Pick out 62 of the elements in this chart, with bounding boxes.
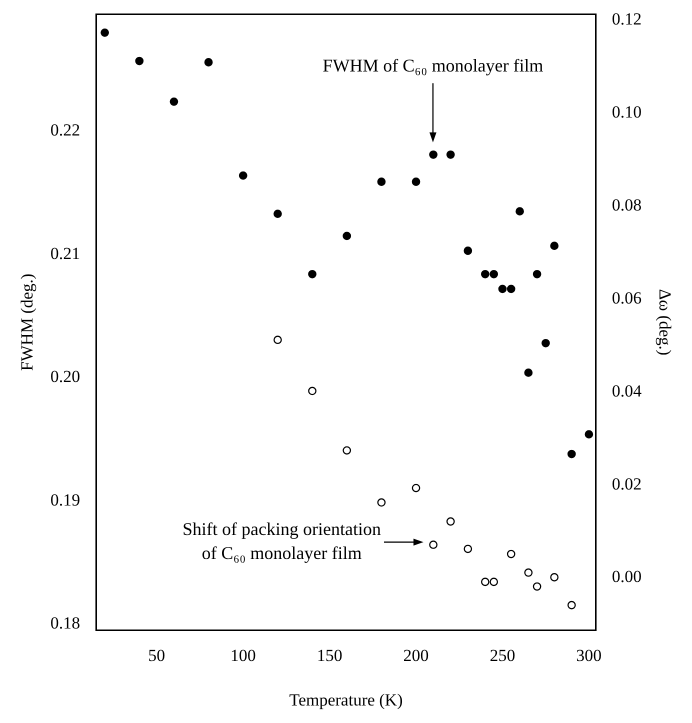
y-axis-title: FWHM (deg.) bbox=[18, 274, 37, 371]
y2-tick-label: 0.08 bbox=[612, 196, 642, 215]
point bbox=[342, 232, 352, 240]
point bbox=[464, 544, 472, 554]
point bbox=[170, 97, 178, 106]
point bbox=[567, 600, 576, 610]
y2-axis-title: Δω (deg.) bbox=[655, 288, 674, 356]
x-tick-label: 50 bbox=[148, 646, 166, 665]
x-tick-label: 200 bbox=[403, 646, 429, 665]
point bbox=[516, 207, 524, 216]
point bbox=[480, 270, 490, 278]
point bbox=[446, 150, 455, 159]
point bbox=[506, 284, 516, 294]
point bbox=[308, 270, 316, 278]
point bbox=[464, 246, 472, 255]
x-tick-label: 150 bbox=[316, 646, 342, 665]
point bbox=[308, 386, 316, 396]
point bbox=[238, 171, 248, 180]
y-tick-label: 0.18 bbox=[50, 614, 80, 633]
point bbox=[506, 550, 516, 558]
x-tick-label: 300 bbox=[576, 646, 602, 665]
point bbox=[446, 517, 455, 526]
point bbox=[524, 368, 533, 377]
y2-tick-label: 0.00 bbox=[612, 567, 642, 586]
point bbox=[542, 338, 550, 348]
point bbox=[412, 484, 420, 492]
y-tick-label: 0.22 bbox=[50, 120, 80, 140]
point bbox=[342, 446, 352, 455]
point bbox=[204, 58, 213, 66]
x-tick-label: 100 bbox=[230, 646, 256, 665]
y-tick-label: 0.21 bbox=[50, 244, 80, 263]
point bbox=[524, 568, 533, 577]
point bbox=[274, 336, 282, 344]
y-tick-label: 0.20 bbox=[50, 367, 80, 386]
x-tick-label: 250 bbox=[490, 646, 516, 665]
point bbox=[532, 270, 542, 278]
y2-tick-label: 0.12 bbox=[612, 10, 642, 29]
point bbox=[498, 284, 507, 294]
y2-tick-label: 0.04 bbox=[612, 381, 642, 400]
point bbox=[377, 178, 386, 186]
point bbox=[490, 270, 498, 278]
y2-tick-label: 0.02 bbox=[612, 474, 642, 494]
point bbox=[429, 540, 438, 549]
point bbox=[377, 498, 386, 507]
y2-tick-label: 0.06 bbox=[612, 288, 642, 308]
point bbox=[550, 573, 559, 582]
annotation: Shift of packing orientation of C₆₀ monolayer film bbox=[182, 518, 381, 563]
point bbox=[412, 178, 420, 186]
annotation: FWHM of C₆₀ monolayer film bbox=[322, 55, 544, 76]
point bbox=[532, 582, 542, 591]
point bbox=[584, 430, 594, 439]
point bbox=[567, 450, 576, 458]
point bbox=[490, 578, 498, 586]
point bbox=[274, 210, 282, 218]
point bbox=[480, 578, 490, 586]
point bbox=[429, 150, 438, 159]
y-tick-label: 0.19 bbox=[50, 490, 80, 510]
y2-tick-label: 0.10 bbox=[612, 102, 642, 122]
x-axis-title: Temperature (K) bbox=[289, 690, 403, 710]
point bbox=[100, 28, 109, 37]
point bbox=[135, 56, 144, 66]
point bbox=[550, 242, 559, 250]
